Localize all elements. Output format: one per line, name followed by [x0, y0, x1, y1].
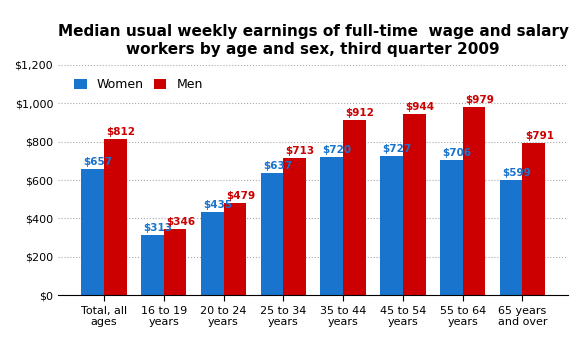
- Bar: [343, 120, 366, 295]
- Title: Median usual weekly earnings of full-time  wage and salary
workers by age and se: Median usual weekly earnings of full-tim…: [57, 24, 569, 57]
- Bar: [320, 157, 343, 295]
- Bar: [104, 139, 126, 295]
- Bar: [500, 180, 523, 295]
- Text: $944: $944: [405, 102, 434, 112]
- Bar: [201, 212, 223, 295]
- Bar: [223, 203, 246, 295]
- Text: $912: $912: [345, 108, 374, 118]
- Text: $435: $435: [203, 200, 232, 210]
- Text: $479: $479: [226, 191, 255, 201]
- Text: $657: $657: [84, 157, 113, 167]
- Bar: [403, 114, 426, 295]
- Text: $346: $346: [166, 217, 195, 227]
- Bar: [283, 158, 306, 295]
- Bar: [440, 159, 463, 295]
- Legend: Women, Men: Women, Men: [70, 73, 208, 96]
- Text: $791: $791: [525, 131, 554, 141]
- Bar: [81, 169, 104, 295]
- Text: $713: $713: [285, 147, 315, 156]
- Text: $720: $720: [322, 145, 352, 155]
- Text: $706: $706: [442, 148, 472, 158]
- Bar: [260, 173, 283, 295]
- Text: $599: $599: [502, 168, 531, 178]
- Bar: [380, 156, 403, 295]
- Bar: [164, 229, 186, 295]
- Text: $727: $727: [382, 144, 412, 154]
- Text: $812: $812: [106, 127, 135, 138]
- Text: $637: $637: [263, 161, 292, 171]
- Text: $313: $313: [143, 223, 172, 233]
- Bar: [141, 235, 164, 295]
- Text: $979: $979: [465, 95, 494, 105]
- Bar: [523, 143, 545, 295]
- Bar: [463, 107, 485, 295]
